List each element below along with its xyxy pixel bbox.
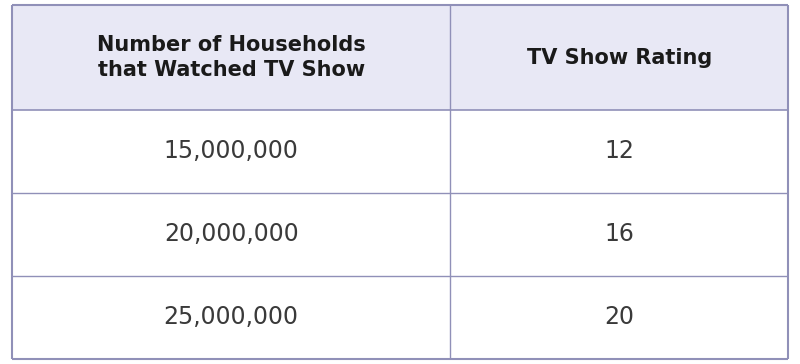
Text: 12: 12 (604, 139, 634, 163)
Bar (12, 5, 788, 110)
Text: 20: 20 (604, 305, 634, 329)
Text: 15,000,000: 15,000,000 (164, 139, 298, 163)
Text: Number of Households
that Watched TV Show: Number of Households that Watched TV Sho… (97, 35, 366, 80)
Text: TV Show Rating: TV Show Rating (526, 48, 712, 68)
Text: 20,000,000: 20,000,000 (164, 222, 298, 246)
Text: 25,000,000: 25,000,000 (164, 305, 298, 329)
Text: 16: 16 (604, 222, 634, 246)
